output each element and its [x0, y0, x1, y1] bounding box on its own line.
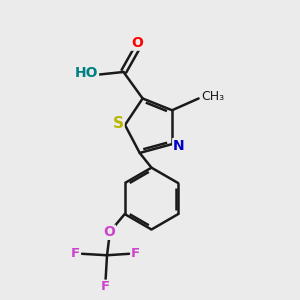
Text: F: F: [71, 247, 80, 260]
Text: O: O: [131, 36, 143, 50]
Text: S: S: [113, 116, 124, 131]
Text: N: N: [173, 139, 184, 153]
Text: CH₃: CH₃: [201, 90, 224, 103]
Text: O: O: [103, 225, 115, 239]
Text: F: F: [131, 247, 140, 260]
Text: F: F: [101, 280, 110, 293]
Text: HO: HO: [75, 66, 98, 80]
